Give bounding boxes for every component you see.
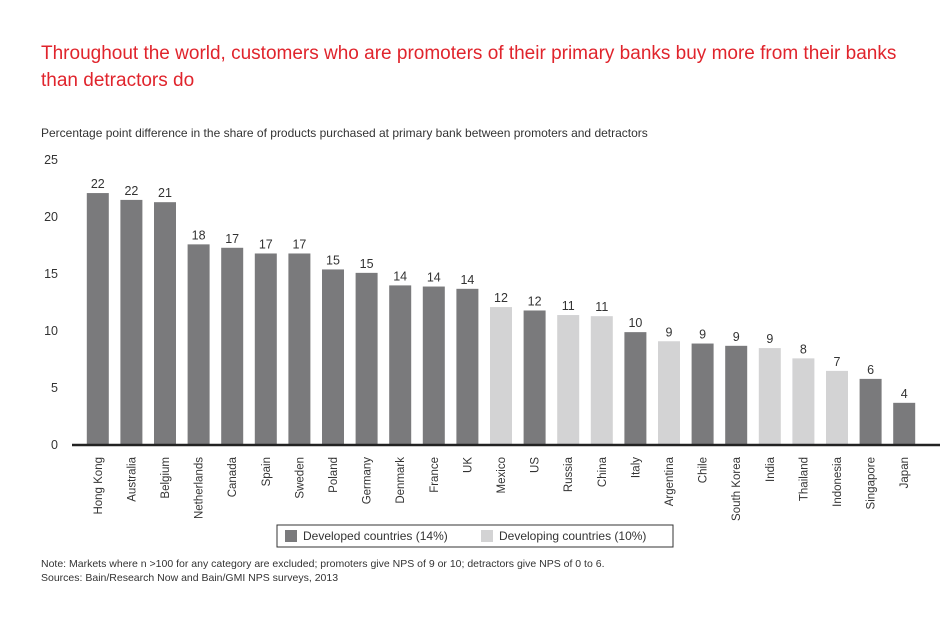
legend-swatch-developing: [481, 530, 493, 542]
data-label: 10: [628, 316, 642, 330]
bar: [792, 358, 815, 445]
bar: [490, 307, 512, 445]
bar: [456, 288, 479, 445]
legend-swatch-developed: [285, 530, 297, 542]
x-tick-label: India: [765, 456, 777, 482]
bar: [758, 348, 781, 445]
bar: [86, 193, 109, 445]
bar: [355, 272, 378, 445]
x-tick-label: Indonesia: [832, 456, 844, 506]
legend-label-developing: Developing countries (10%): [499, 529, 646, 543]
data-label: 9: [733, 330, 740, 344]
x-tick-label: Canada: [227, 456, 239, 497]
y-tick-label: 15: [44, 267, 58, 281]
bar: [187, 244, 210, 445]
x-tick-label: Mexico: [496, 457, 508, 493]
data-label: 22: [124, 184, 138, 198]
data-label: 21: [158, 186, 172, 200]
bar: [826, 370, 848, 445]
y-tick-label: 20: [44, 210, 58, 224]
data-label: 4: [901, 387, 908, 401]
bar: [322, 269, 344, 445]
data-label: 9: [766, 332, 773, 346]
data-label: 9: [699, 328, 706, 342]
x-tick-label: Belgium: [160, 457, 172, 499]
y-tick-label: 5: [51, 381, 58, 395]
data-label: 22: [91, 177, 105, 191]
x-tick-label: Denmark: [395, 457, 407, 504]
bar: [254, 253, 277, 445]
x-tick-label: Spain: [261, 457, 273, 486]
x-tick-label: Japan: [899, 457, 911, 488]
bar: [624, 332, 647, 445]
data-label: 17: [259, 237, 273, 251]
data-label: 15: [360, 257, 374, 271]
chart-subtitle: Percentage point difference in the share…: [41, 126, 648, 140]
bar: [120, 199, 143, 445]
x-tick-label: Singapore: [866, 457, 878, 509]
x-tick-label: Australia: [126, 456, 138, 501]
legend-box: [276, 524, 674, 548]
bar: [523, 310, 546, 445]
bar: [389, 285, 412, 445]
x-tick-label: Sweden: [294, 457, 306, 499]
bar: [221, 247, 244, 445]
legend-label-developed: Developed countries (14%): [303, 529, 448, 543]
data-label: 12: [528, 294, 542, 308]
x-tick-label: Hong Kong: [93, 457, 105, 515]
bar: [422, 286, 445, 445]
bar: [725, 345, 748, 445]
y-tick-label: 0: [51, 438, 58, 452]
bar: [154, 202, 176, 445]
data-label: 14: [460, 273, 474, 287]
x-tick-label: UK: [462, 457, 474, 473]
bar: [288, 253, 311, 445]
x-tick-label: Italy: [630, 457, 642, 478]
data-label: 9: [666, 325, 673, 339]
data-label: 6: [867, 363, 874, 377]
x-tick-label: China: [597, 456, 609, 487]
data-label: 8: [800, 342, 807, 356]
footer: Note: Markets where n >100 for any categ…: [41, 557, 605, 585]
x-tick-label: Argentina: [664, 456, 676, 506]
x-tick-label: US: [530, 457, 542, 473]
data-label: 12: [494, 291, 508, 305]
bar: [557, 315, 580, 445]
bar: [893, 402, 916, 445]
data-label: 17: [292, 237, 306, 251]
y-tick-label: 10: [44, 324, 58, 338]
x-tick-label: France: [429, 457, 441, 493]
sources: Sources: Bain/Research Now and Bain/GMI …: [41, 572, 339, 584]
bar: [590, 316, 613, 445]
bar: [691, 343, 714, 445]
data-label: 11: [595, 300, 608, 314]
data-label: 17: [225, 232, 239, 246]
data-label: 11: [562, 299, 575, 313]
data-label: 15: [326, 253, 340, 267]
y-tick-label: 25: [44, 153, 58, 167]
bar: [658, 341, 680, 445]
data-label: 14: [427, 271, 441, 285]
x-tick-label: Chile: [698, 457, 710, 483]
x-tick-label: Russia: [563, 456, 575, 492]
footnote: Note: Markets where n >100 for any categ…: [41, 558, 605, 570]
chart-title: Throughout the world, customers who are …: [41, 43, 897, 91]
x-tick-label: Thailand: [798, 457, 810, 501]
data-label: 7: [834, 355, 841, 369]
x-tick-label: South Korea: [731, 456, 743, 521]
x-tick-label: Poland: [328, 457, 340, 493]
x-tick-label: Germany: [362, 457, 374, 505]
data-label: 14: [393, 269, 407, 283]
data-label: 18: [192, 228, 206, 242]
bar: [859, 378, 882, 445]
x-tick-label: Netherlands: [194, 457, 206, 519]
